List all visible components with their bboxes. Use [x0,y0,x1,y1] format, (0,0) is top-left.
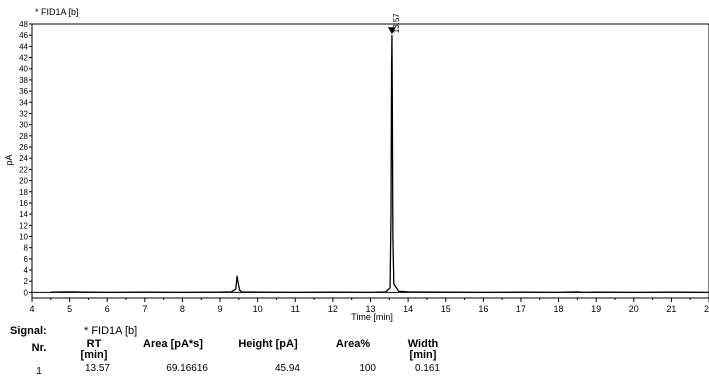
series-layer [50,34,709,294]
x-axis-label: Time [min] [351,312,393,322]
x-tick-label: 17 [516,304,526,314]
y-tick-label: 30 [19,121,28,130]
col-header-height: Height [pA] [238,338,298,350]
y-tick-label: 32 [19,109,28,118]
y-tick-label: 46 [19,31,28,40]
col-header-nr: Nr. [31,342,47,354]
row-cell-nr: 1 [36,366,42,377]
col-header-rt-unit: [min] [80,349,108,361]
x-tick-label: 4 [29,304,34,314]
y-tick-label: 6 [24,255,29,264]
x-tick-label: 19 [591,304,601,314]
chromatogram-chart: * FID1A [b] 0 2 4 6 8 10 12 14 16 18 20 22 24 26 28 30 3… [4,7,709,322]
x-tick-label: 6 [105,304,110,314]
y-tick-label: 12 [19,221,28,230]
col-header-width-unit: [min] [409,349,437,361]
y-axis: 0246810121416182022242628303234363840424… [19,20,32,297]
y-tick-label: 36 [19,87,28,96]
x-axis: 4 5 6 7 8 9 10 11 12 13 14 15 16 17 18 19 20 21 22 [29,291,709,314]
row-cell-height: 45.94 [274,363,300,374]
y-axis-label: pA [4,154,14,165]
y-tick-label: 14 [19,210,28,219]
row-cell-area: 69.16616 [166,363,208,374]
row-cell-width: 0.161 [414,363,440,374]
x-tick-label: 5 [67,304,72,314]
signal-trace [50,34,709,294]
x-tick-label: 9 [218,304,223,314]
x-tick-label: 13 [365,304,375,314]
y-tick-label: 22 [19,165,28,174]
x-tick-label: 15 [441,304,451,314]
y-tick-label: 16 [19,199,28,208]
y-tick-label: 4 [24,266,29,275]
plot-frame [31,23,709,299]
x-tick-label: 11 [291,304,300,314]
y-tick-label: 8 [24,244,29,253]
y-tick-label: 18 [19,188,28,197]
x-tick-label: 22 [704,304,709,314]
y-tick-label: 44 [19,42,28,51]
peak-marker [387,27,396,35]
x-tick-label: 20 [629,304,639,314]
x-tick-label: 12 [328,304,338,314]
x-tick-label: 18 [554,304,564,314]
y-tick-label: 42 [19,54,28,63]
y-tick-label: 40 [19,65,28,74]
y-tick-label: 24 [19,154,28,163]
y-tick-label: 26 [19,143,28,152]
y-tick-label: 20 [19,177,28,186]
x-tick-label: 8 [180,304,185,314]
col-header-area: Area [pA*s] [143,338,203,350]
chart-title: * FID1A [b] [35,7,79,17]
peak-label: 13.57 [392,13,401,34]
x-tick-label: 7 [142,304,147,314]
x-tick-label: 21 [666,304,676,314]
chromatogram-svg: * FID1A [b] 0246810121416182022242628303… [4,7,709,322]
annotation-layer: 13.57 [387,13,401,35]
y-tick-label: 38 [19,76,28,85]
x-tick-label: 16 [478,304,488,314]
col-header-area-percent: Area% [335,338,371,350]
y-tick-label: 10 [19,232,28,241]
x-tick-label: 14 [403,304,413,314]
col-header-width: Width [407,338,439,350]
signal-value: * FID1A [b] [84,325,138,337]
peak-results-table: Signal: * FID1A [b] Nr. RT [min] Area [p… [0,322,709,378]
signal-label: Signal: [10,325,47,337]
col-header-rt: RT [86,338,102,350]
row-cell-rt: 13.57 [84,363,110,374]
y-tick-label: 34 [19,98,28,107]
y-tick-label: 48 [19,20,28,29]
y-tick-label: 28 [19,132,28,141]
y-tick-label: 0 [24,288,29,297]
y-tick-label: 2 [24,277,29,286]
row-cell-area-percent: 100 [359,363,376,374]
x-tick-label: 10 [253,304,263,314]
